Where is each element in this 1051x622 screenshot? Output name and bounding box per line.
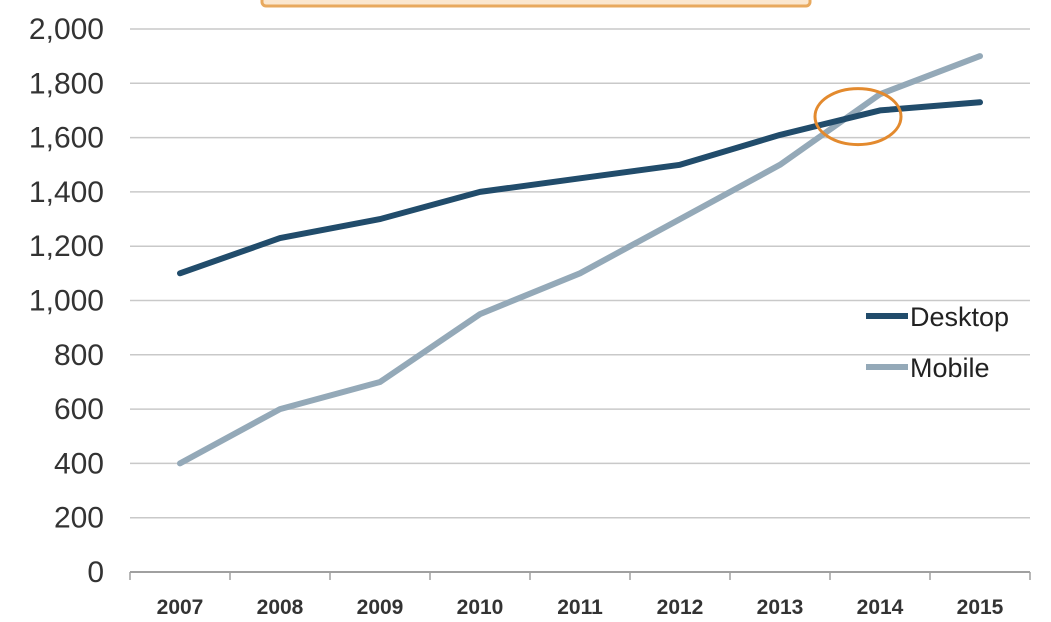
x-tick-label: 2010 — [457, 596, 504, 619]
y-tick-label: 200 — [54, 502, 104, 535]
y-tick-label: 600 — [54, 393, 104, 426]
series-line-desktop — [177, 99, 983, 277]
y-tick-label: 1,800 — [29, 67, 104, 100]
y-tick-label: 1,200 — [29, 230, 104, 263]
y-tick-label: 0 — [87, 556, 104, 589]
legend-label-desktop: Desktop — [910, 302, 1009, 332]
y-tick-label: 400 — [54, 447, 104, 480]
y-tick-label: 1,400 — [29, 176, 104, 209]
series-lines — [177, 53, 983, 467]
x-tick-label: 2007 — [157, 596, 204, 619]
x-tick-label: 2009 — [357, 596, 404, 619]
x-tick-label: 2014 — [857, 596, 904, 619]
x-tick-label: 2012 — [657, 596, 704, 619]
x-tick-label: 2013 — [757, 596, 804, 619]
y-tick-label: 2,000 — [29, 13, 104, 46]
y-tick-label: 1,600 — [29, 122, 104, 155]
x-axis: 2007 2008 2009 2010 2011 2012 2013 2014 2015 — [129, 571, 1031, 619]
y-tick-label: 1,000 — [29, 285, 104, 318]
title-banner — [260, 0, 812, 8]
legend-label-mobile: Mobile — [910, 353, 990, 383]
x-tick-label: 2015 — [957, 596, 1004, 619]
y-axis: 0 200 400 600 800 1,000 1,200 1,400 1,600 1,800 2,… — [29, 13, 104, 589]
x-tick-label: 2011 — [557, 596, 603, 619]
y-tick-label: 800 — [54, 339, 104, 372]
legend: Desktop Mobile — [866, 302, 1009, 383]
annotations — [813, 87, 903, 147]
x-tick-label: 2008 — [257, 596, 304, 619]
crossover-highlight-ellipse — [813, 87, 903, 147]
